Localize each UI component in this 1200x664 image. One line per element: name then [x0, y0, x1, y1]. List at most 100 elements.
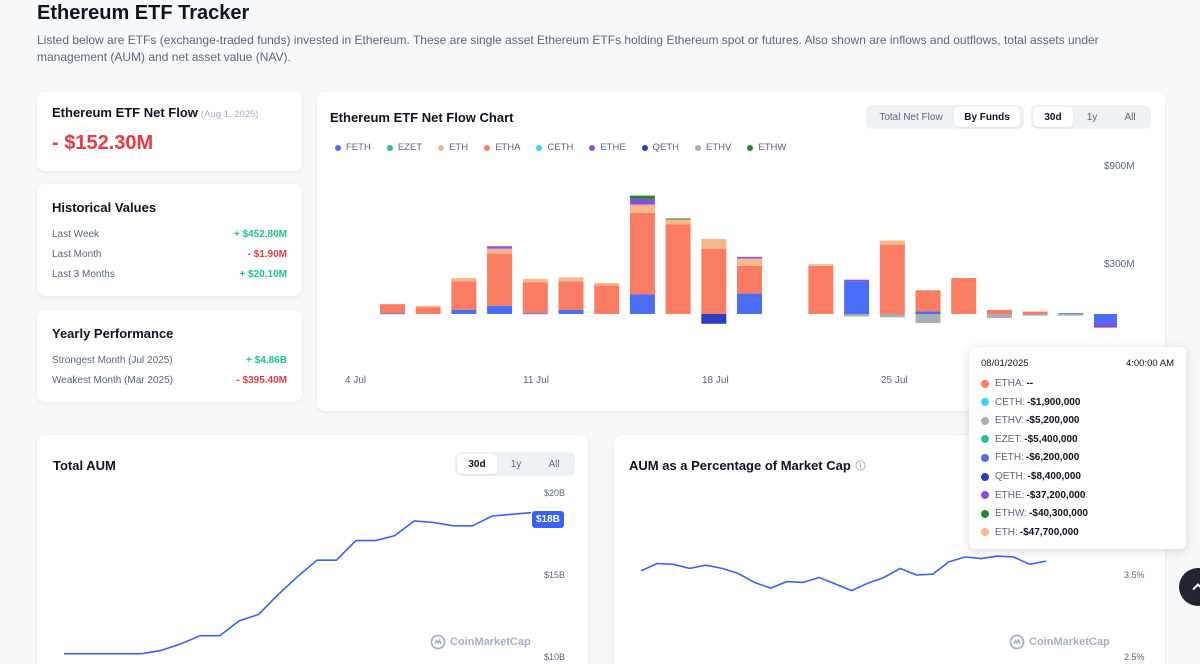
bar-segment-eth[interactable] — [415, 305, 441, 308]
bar-segment-ethe[interactable] — [487, 246, 513, 249]
tab-all[interactable]: All — [548, 458, 560, 470]
bar-segment-feth[interactable] — [844, 281, 870, 314]
legend-dot — [335, 144, 341, 151]
bar-segment-feth[interactable] — [629, 294, 655, 314]
legend-label: QETH — [652, 142, 680, 153]
page-title: Ethereum ETF Tracker — [37, 2, 250, 24]
bar-segment-ethv[interactable] — [986, 314, 1012, 319]
bar-segment-ethw[interactable] — [629, 195, 655, 199]
net-flow-date: (Aug 1, 2025) — [200, 109, 259, 120]
bar-segment-ethe[interactable] — [629, 198, 655, 205]
legend-item-ethw[interactable]: ETHW — [747, 142, 786, 153]
info-icon[interactable] — [855, 460, 866, 471]
net-flow-card: Ethereum ETF Net Flow (Aug 1, 2025) - $1… — [37, 92, 302, 171]
bar-segment-etha[interactable] — [415, 307, 441, 314]
net-flow-title: Ethereum ETF Net Flow — [52, 105, 198, 120]
bar-segment-eth[interactable] — [737, 258, 762, 266]
tab-30d[interactable]: 30d — [457, 454, 497, 474]
bar-segment-eth[interactable] — [594, 282, 620, 286]
bar-segment-feth[interactable] — [558, 309, 584, 314]
bar-segment-ethe[interactable] — [844, 279, 870, 282]
tooltip-value: -$1,900,000 — [1027, 396, 1081, 408]
bar-segment-etha[interactable] — [487, 253, 513, 306]
legend-item-feth[interactable]: FETH — [335, 142, 371, 153]
bar-segment-ethv[interactable] — [1022, 314, 1048, 316]
bar-segment-qeth[interactable] — [701, 314, 727, 324]
bar-segment-eth[interactable] — [879, 240, 905, 245]
bar-segment-feth[interactable] — [380, 313, 405, 315]
tab-all[interactable]: All — [1124, 111, 1136, 123]
bar-segment-etha[interactable] — [737, 265, 762, 294]
legend-label: ETHV — [706, 142, 732, 153]
watermark-text: CoinMarketCap — [1029, 636, 1110, 648]
legend-item-etha[interactable]: ETHA — [484, 142, 520, 153]
tooltip-value: -$8,400,000 — [1027, 471, 1081, 482]
bar-segment-etha[interactable] — [558, 281, 584, 310]
tab-1y[interactable]: 1y — [510, 458, 522, 470]
bar-segment-feth[interactable] — [737, 293, 762, 314]
bar-segment-etha[interactable] — [1022, 311, 1048, 314]
tab-by-funds[interactable]: By Funds — [954, 107, 1020, 127]
net-flow-value: - $152.30M — [52, 132, 154, 154]
bar-segment-ethe[interactable] — [737, 256, 762, 259]
legend-item-ezet[interactable]: EZET — [386, 142, 422, 153]
scroll-to-top-button[interactable] — [1179, 568, 1200, 606]
bar-segment-feth[interactable] — [1058, 313, 1084, 315]
legend-item-qeth[interactable]: QETH — [641, 142, 680, 153]
bar-segment-etha[interactable] — [986, 309, 1012, 314]
legend-dot — [747, 144, 754, 151]
tooltip-dot — [981, 472, 989, 481]
tooltip-value: -$5,400,000 — [1024, 433, 1078, 445]
bar-segment-eth[interactable] — [558, 277, 584, 282]
tooltip-fund: EZET: — [995, 433, 1023, 445]
legend-item-ceth[interactable]: CETH — [536, 142, 573, 153]
bar-segment-ethv[interactable] — [1094, 327, 1117, 329]
bar-segment-etha[interactable] — [701, 248, 727, 314]
bar-segment-etha[interactable] — [665, 224, 691, 314]
bar-segment-feth[interactable] — [487, 305, 513, 314]
tab-30d[interactable]: 30d — [1033, 107, 1073, 127]
bar-segment-eth[interactable] — [808, 264, 834, 266]
bar-segment-etha[interactable] — [380, 304, 405, 314]
x-tick-label: 25 Jul — [881, 375, 908, 386]
bar-segment-ethw[interactable] — [665, 218, 691, 220]
bar-segment-feth[interactable] — [1094, 314, 1117, 323]
bar-segment-etha[interactable] — [451, 281, 477, 310]
tooltip-fund: ETHA: — [995, 378, 1025, 389]
bar-segment-etha[interactable] — [522, 282, 548, 314]
historical-label: Last Week — [52, 229, 100, 240]
bar-segment-eth[interactable] — [629, 204, 655, 213]
bar-segment-ethv[interactable] — [879, 314, 905, 318]
x-tick-label: 4 Jul — [345, 375, 367, 386]
bar-segment-etha[interactable] — [594, 285, 620, 314]
legend-item-eth[interactable]: ETH — [438, 142, 468, 153]
bar-segment-etha[interactable] — [879, 244, 905, 314]
bar-segment-eth[interactable] — [451, 278, 477, 282]
bar-segment-eth[interactable] — [522, 278, 548, 283]
bar-segment-eth[interactable] — [665, 219, 691, 225]
bar-segment-etha[interactable] — [915, 290, 941, 312]
chart-legend: FETH EZET ETH ETHA CETH ETHE QETH ETHV E… — [335, 142, 802, 153]
tooltip-row: EZET: -$5,400,000 — [981, 434, 1078, 445]
tab-total-net-flow[interactable]: Total Net Flow — [879, 111, 943, 123]
legend-item-ethv[interactable]: ETHV — [695, 142, 731, 153]
tab-1y[interactable]: 1y — [1086, 111, 1098, 123]
bar-segment-feth[interactable] — [451, 309, 477, 314]
tooltip-row: CETH: -$1,900,000 — [981, 397, 1080, 408]
bar-segment-qeth[interactable] — [1094, 326, 1117, 328]
bar-segment-eth[interactable] — [701, 238, 727, 249]
bar-segment-ethv[interactable] — [915, 314, 941, 323]
bar-segment-feth[interactable] — [522, 313, 548, 315]
bar-segment-etha[interactable] — [951, 278, 977, 314]
bar-segment-ethv[interactable] — [844, 314, 870, 317]
bar-segment-eth[interactable] — [487, 248, 513, 254]
bar-segment-etha[interactable] — [808, 265, 834, 314]
y-tick-label: $15B — [544, 570, 566, 580]
tooltip-value: -$5,200,000 — [1026, 415, 1080, 427]
legend-item-ethe[interactable]: ETHE — [589, 142, 626, 153]
y-tick-label: $900M — [1104, 161, 1135, 172]
bar-segment-ethv[interactable] — [1058, 314, 1084, 316]
bar-segment-etha[interactable] — [629, 212, 655, 295]
bar-segment-ethe[interactable] — [1094, 322, 1117, 327]
bar-segment-feth[interactable] — [915, 311, 941, 314]
